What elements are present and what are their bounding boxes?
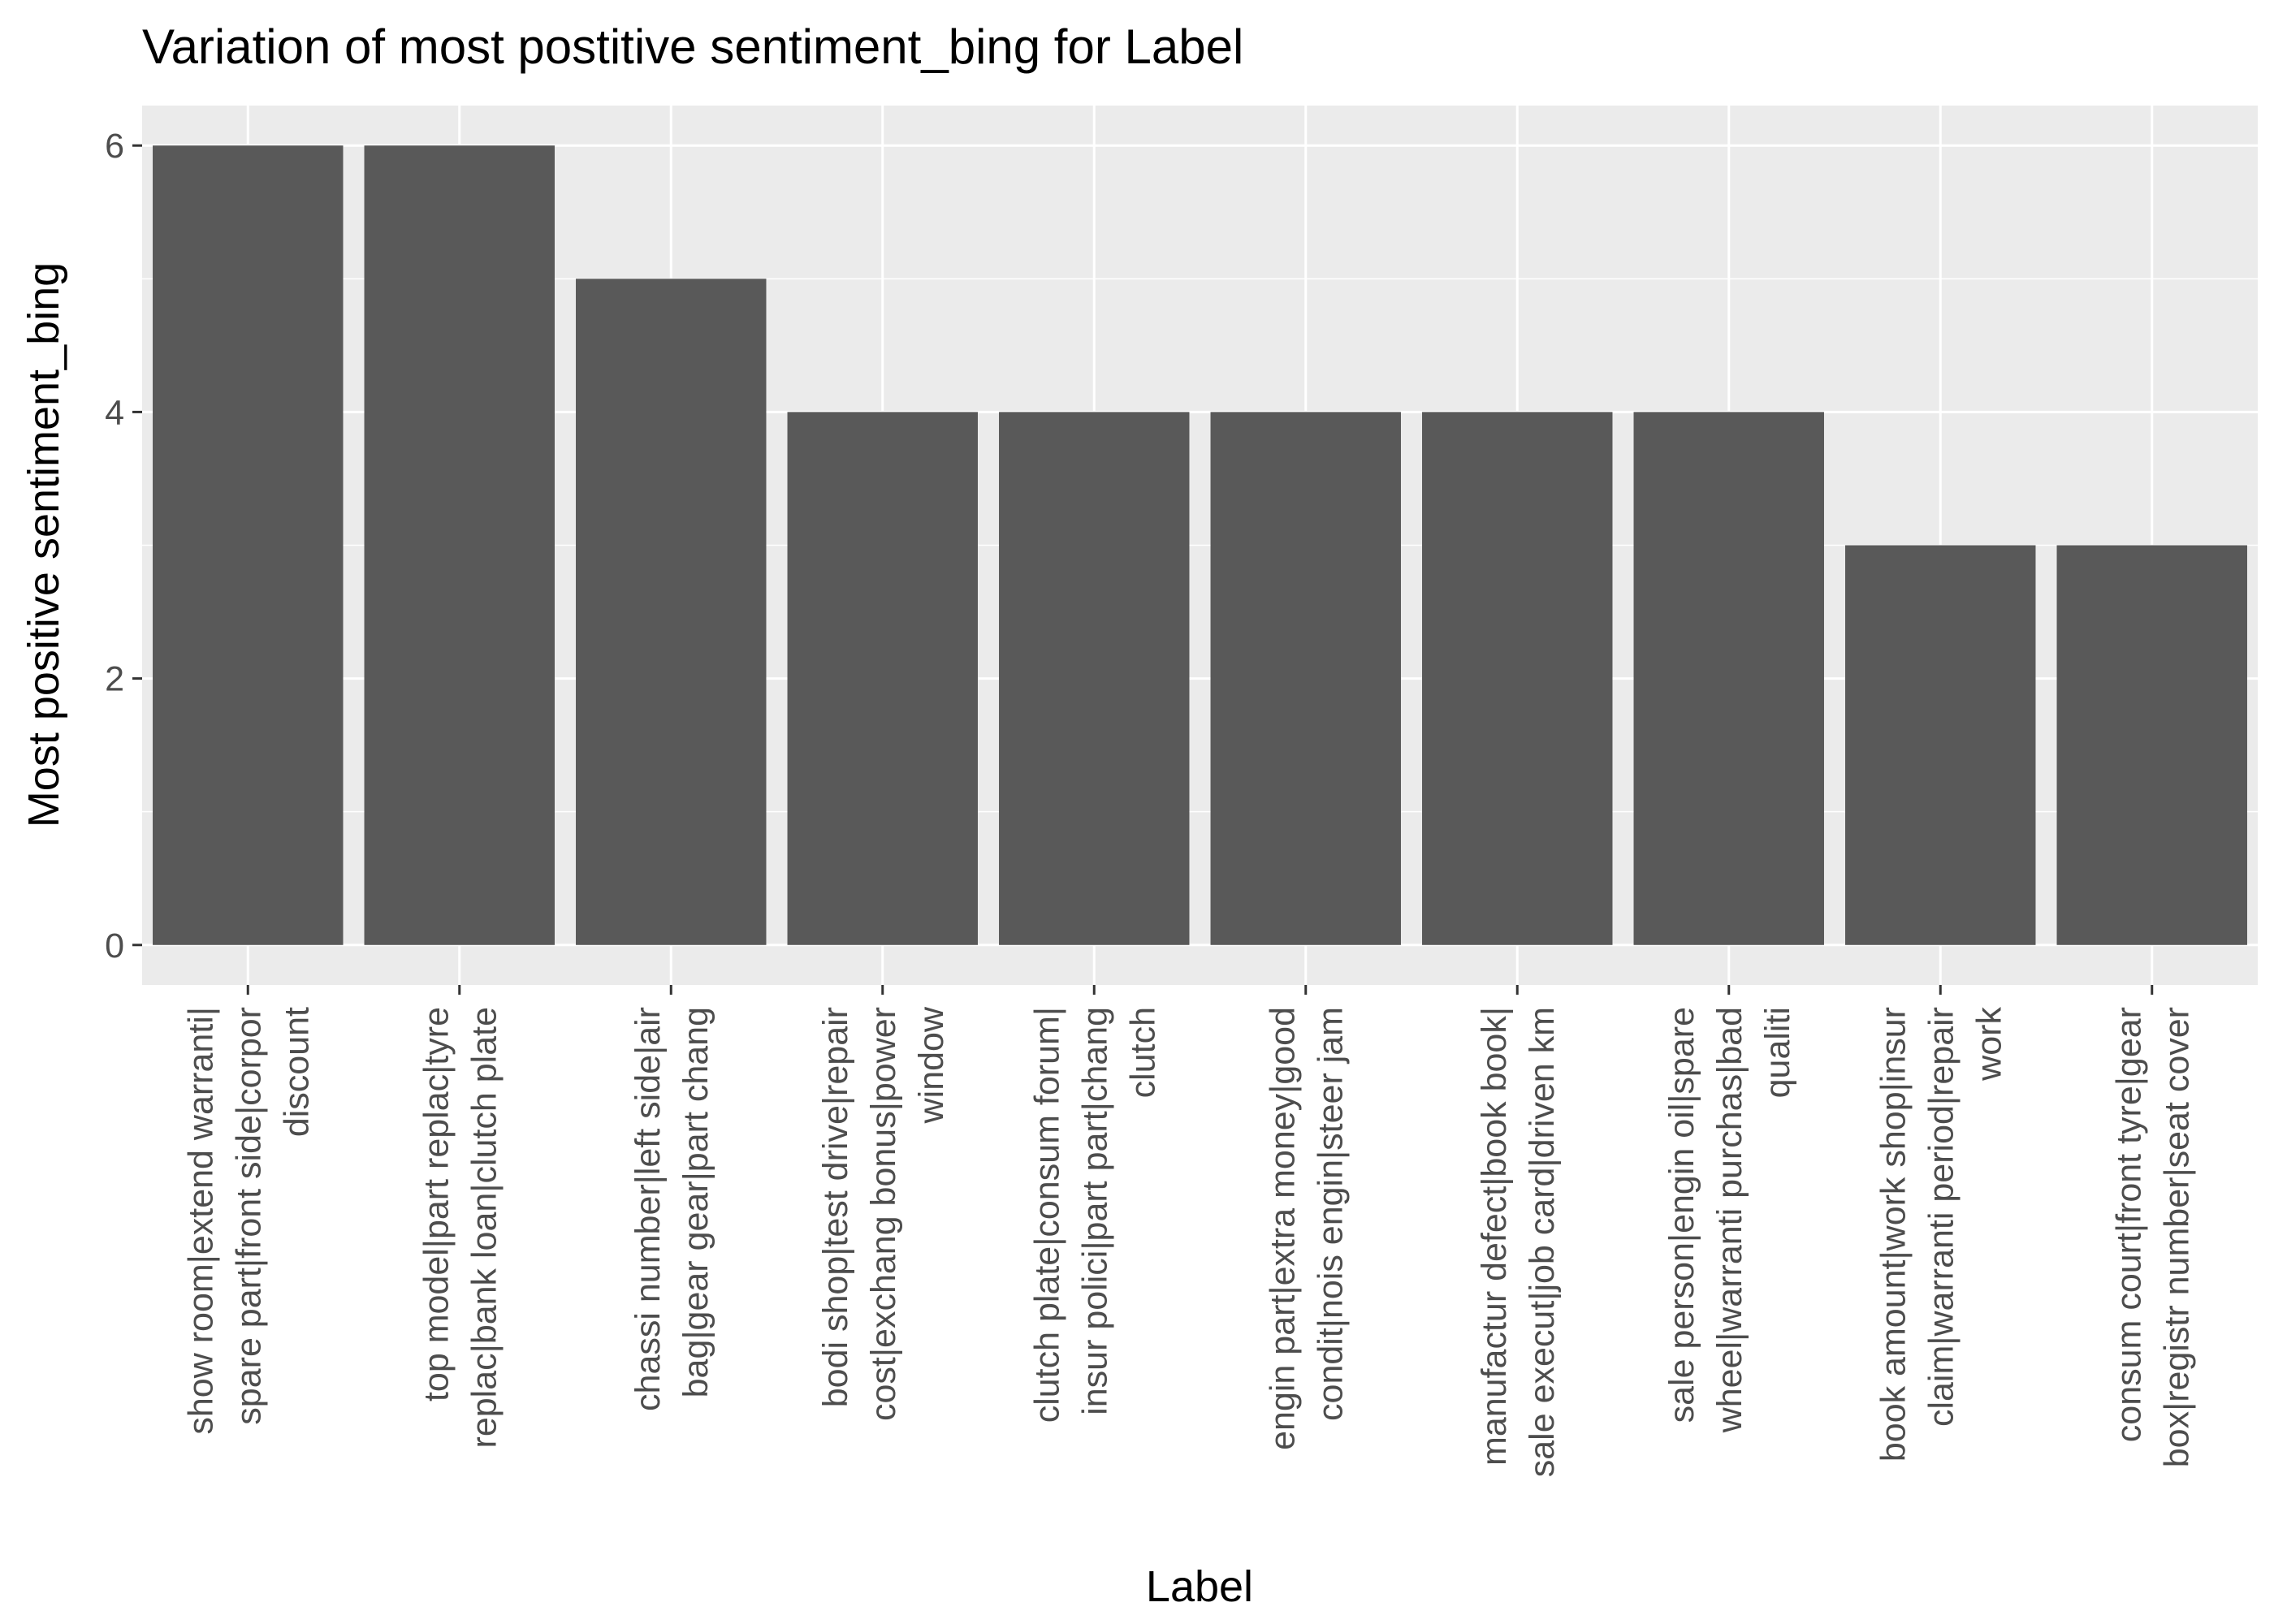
- bars: [153, 145, 2247, 945]
- bar: [787, 412, 978, 945]
- y-tick-label: 4: [105, 393, 124, 432]
- y-tick-label: 6: [105, 127, 124, 166]
- x-tick-label: clutch: [1123, 1007, 1162, 1098]
- x-tick-label: wheel|warranti purchas|bad: [1710, 1007, 1749, 1433]
- bar: [1422, 412, 1613, 945]
- bar: [1845, 545, 2036, 945]
- x-tick-label: engin part|extra money|good: [1263, 1007, 1302, 1450]
- y-tick-label: 2: [105, 660, 124, 699]
- x-tick-label: show room|extend warranti|: [181, 1007, 220, 1435]
- x-tick-label: chassi number|left side|air: [629, 1007, 668, 1411]
- x-tick-label: box|registr number|seat cover: [2157, 1007, 2196, 1467]
- y-axis-title: Most positive sentiment_bing: [19, 262, 68, 827]
- x-tick-label: sale person|engin oil|spare: [1662, 1007, 1701, 1423]
- x-tick-label: window: [912, 1006, 951, 1124]
- x-axis-title: Label: [1146, 1562, 1253, 1611]
- bar: [2056, 545, 2247, 945]
- y-axis: 0 2 4 6: [105, 127, 142, 965]
- x-tick-label: work: [1969, 1007, 2008, 1082]
- x-tick-label: bodi shop|test drive|repair: [816, 1007, 855, 1407]
- x-tick-label: clutch plate|consum forum|: [1027, 1007, 1066, 1423]
- x-tick-label: discount: [277, 1007, 316, 1137]
- bar: [999, 412, 1190, 945]
- y-tick-label: 0: [105, 926, 124, 965]
- x-tick-label: replac|bank loan|clutch plate: [465, 1007, 504, 1448]
- x-axis: show room|extend warranti| spare part|fro…: [181, 985, 2196, 1477]
- bar: [1633, 412, 1824, 945]
- x-tick-label: cost|exchang bonus|power: [864, 1007, 903, 1421]
- bar: [153, 145, 344, 945]
- x-tick-label: claim|warranti period|repair: [1922, 1007, 1961, 1427]
- x-tick-label: manufactur defect|book book|: [1475, 1007, 1514, 1466]
- x-tick-label: book amount|work shop|insur: [1874, 1007, 1913, 1462]
- bar: [364, 145, 555, 945]
- x-tick-label: spare part|front side|corpor: [229, 1007, 268, 1425]
- bar: [576, 279, 767, 945]
- bar: [1210, 412, 1401, 945]
- x-tick-label: top model|part replac|tyre: [417, 1007, 456, 1402]
- x-tick-label: consum court|front tyre|gear: [2109, 1007, 2148, 1442]
- x-tick-label: insur polici|part part|chang: [1075, 1007, 1114, 1415]
- x-tick-label: condit|nois engin|steer jam: [1311, 1007, 1350, 1421]
- x-tick-label: qualiti: [1758, 1007, 1797, 1098]
- x-tick-label: sale execut|job card|driven km: [1523, 1007, 1562, 1477]
- x-tick-label: bag|gear gear|part chang: [677, 1007, 715, 1397]
- chart-title: Variation of most postitive sentiment_bi…: [142, 19, 1243, 74]
